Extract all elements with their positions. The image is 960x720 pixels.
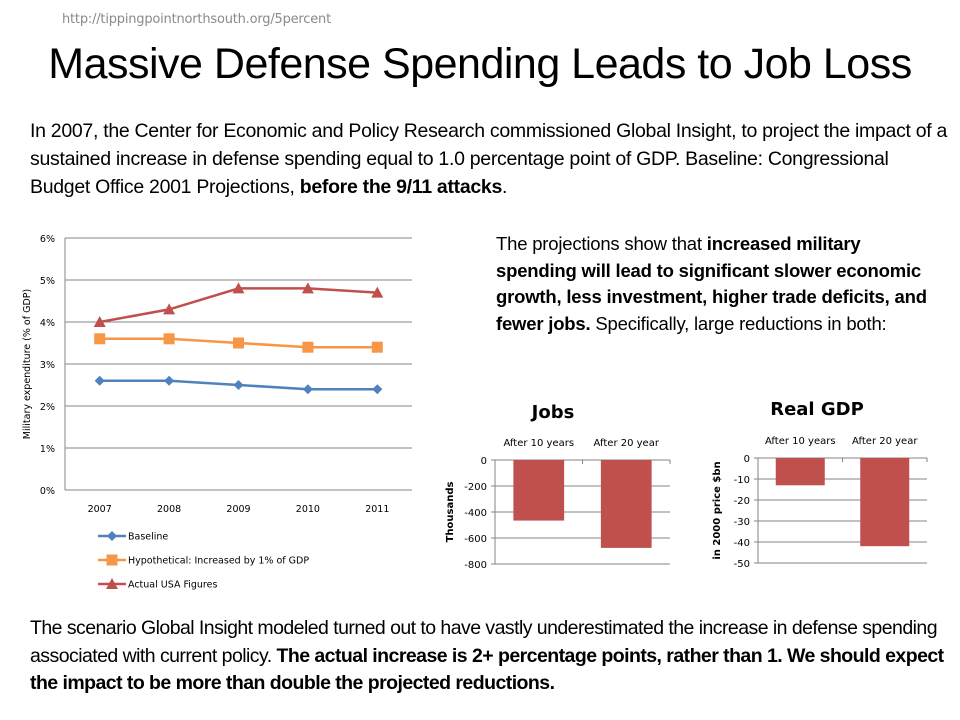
data-point	[371, 341, 383, 353]
slide-title: Massive Defense Spending Leads to Job Lo…	[48, 40, 912, 88]
projections-lead: The projections show that	[496, 233, 707, 254]
projections-tail: Specifically, large reductions in both:	[590, 312, 887, 334]
intro-paragraph: In 2007, the Center for Economic and Pol…	[30, 117, 950, 201]
y-tick-label: -800	[464, 560, 487, 571]
y-tick-label: 2%	[40, 402, 55, 413]
data-point	[371, 286, 384, 298]
source-url: http://tippingpointnorthsouth.org/5perce…	[62, 12, 331, 27]
y-tick-label: 3%	[40, 360, 55, 371]
intro-end: .	[502, 176, 508, 198]
conclusion-bold: The actual increase is 2+ percentage poi…	[30, 644, 944, 695]
y-tick-label: 0%	[40, 486, 55, 497]
projections-bold: increased military spending will lead to…	[496, 233, 927, 334]
y-tick-label: -40	[734, 538, 750, 549]
y-tick-label: -600	[464, 534, 487, 545]
y-axis-label: Thousands	[445, 482, 456, 543]
y-tick-label: 5%	[40, 276, 55, 287]
data-point	[93, 316, 106, 327]
bar	[860, 458, 910, 547]
conclusion-paragraph: The scenario Global Insight modeled turn…	[30, 615, 960, 698]
x-tick-label: 2008	[157, 504, 181, 515]
data-point	[233, 337, 244, 349]
bar	[775, 458, 825, 486]
bar	[600, 460, 652, 548]
intro-bold: before the 9/11 attacks	[299, 176, 503, 198]
x-category-label: After 20 year	[594, 438, 660, 449]
data-point	[372, 384, 383, 395]
data-point	[302, 384, 313, 395]
x-category-label: After 20 year	[852, 436, 918, 447]
data-point	[163, 333, 175, 345]
legend-marker	[106, 554, 118, 566]
legend-label: Baseline	[128, 532, 168, 543]
y-axis-label: Military expenditure (% of GDP)	[22, 289, 33, 439]
legend-marker	[107, 531, 117, 541]
y-tick-label: 6%	[40, 234, 55, 245]
data-point	[301, 282, 314, 294]
y-tick-label: -400	[464, 508, 487, 519]
data-point	[163, 303, 176, 315]
y-tick-label: 1%	[40, 444, 55, 455]
series-line-actual-usa	[99, 287, 378, 324]
intro-text: In 2007, the Center for Economic and Pol…	[30, 120, 948, 198]
y-tick-label: -30	[734, 517, 750, 528]
y-tick-label: 0	[744, 454, 750, 465]
x-category-label: After 10 years	[765, 436, 836, 447]
y-tick-label: 4%	[40, 318, 55, 329]
data-point	[94, 375, 105, 386]
y-tick-label: -10	[734, 475, 750, 486]
x-tick-label: 2010	[296, 504, 320, 515]
y-tick-label: 0	[481, 456, 487, 467]
bar	[513, 460, 565, 521]
data-point	[164, 375, 175, 386]
projections-paragraph: The projections show that increased mili…	[496, 231, 936, 337]
conclusion-text: The scenario Global Insight modeled turn…	[30, 617, 938, 667]
x-tick-label: 2011	[365, 504, 389, 515]
x-tick-label: 2009	[226, 504, 250, 515]
legend-label: Actual USA Figures	[128, 580, 217, 591]
y-tick-label: -20	[734, 496, 750, 507]
chart-title: Real GDP	[770, 399, 864, 420]
data-point	[302, 341, 314, 353]
legend-marker	[106, 578, 118, 589]
legend-label: Hypothetical: Increased by 1% of GDP	[128, 556, 309, 567]
x-tick-label: 2007	[88, 504, 112, 515]
x-category-label: After 10 years	[503, 438, 574, 449]
data-point	[94, 333, 106, 345]
y-axis-label: in 2000 price $bn	[712, 461, 723, 559]
y-tick-label: -200	[464, 482, 487, 493]
data-point	[232, 282, 245, 294]
data-point	[233, 380, 244, 390]
chart-title: Jobs	[530, 402, 575, 423]
y-tick-label: -50	[734, 559, 750, 570]
